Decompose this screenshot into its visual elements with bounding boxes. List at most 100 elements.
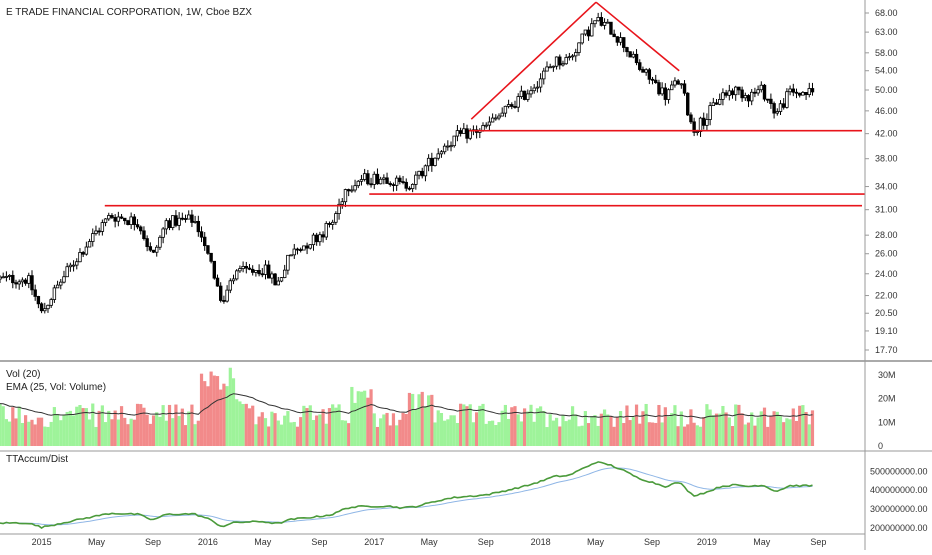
volume-bar (522, 408, 527, 446)
trend-line (470, 1, 597, 120)
volume-bar (55, 413, 60, 446)
candle-body (17, 281, 21, 285)
candle-body (129, 216, 133, 225)
candle-body (123, 217, 127, 222)
volume-tick-label: 10M (878, 417, 896, 427)
volume-bar (219, 389, 223, 446)
candle-body (426, 157, 431, 167)
volume-bar (46, 426, 50, 446)
candle-body (235, 270, 239, 280)
volume-bar (542, 410, 546, 446)
candle-body (340, 201, 344, 205)
volume-bar (452, 415, 456, 446)
price-tick-label: 63.00 (875, 27, 898, 37)
volume-bar (612, 426, 616, 446)
volume-bar (654, 422, 658, 446)
candle-body (740, 89, 744, 99)
volume-bar (27, 421, 31, 446)
volume-bar (260, 412, 264, 446)
price-pane[interactable] (0, 12, 815, 314)
volume-bar (315, 415, 319, 446)
candle-body (446, 145, 450, 148)
volume-bar (634, 404, 639, 446)
ema-label: EMA (25, Vol: Volume) (6, 382, 106, 393)
candle-body (394, 177, 399, 186)
candle-body (289, 254, 293, 257)
volume-bar (459, 403, 463, 446)
volume-bar (209, 371, 213, 446)
candle-body (609, 21, 613, 35)
candle-body (145, 238, 149, 247)
x-tick-label: 2018 (531, 537, 551, 547)
volume-bar (644, 403, 648, 446)
candle-body (30, 275, 34, 291)
candle-body (266, 264, 271, 279)
volume-bar (702, 417, 706, 446)
candle-body (193, 220, 197, 223)
candle-body (676, 80, 680, 85)
x-tick-label: 2017 (364, 537, 384, 547)
volume-bar (379, 418, 383, 446)
volume-bar (462, 404, 466, 446)
candle-body (698, 117, 703, 132)
candle-body (558, 56, 562, 66)
volume-bar (395, 425, 399, 446)
volume-pane[interactable] (0, 367, 815, 446)
volume-bar (158, 416, 162, 446)
candle-body (359, 179, 364, 182)
candle-body (430, 157, 434, 166)
volume-bar (686, 424, 690, 446)
x-tick-label: Sep (810, 537, 826, 547)
volume-bar (791, 408, 795, 446)
candle-body (46, 304, 50, 310)
candle-body (36, 296, 41, 305)
volume-bar (580, 425, 584, 446)
volume-bar (436, 410, 440, 446)
candle-body (724, 92, 728, 96)
volume-bar (206, 386, 210, 446)
volume-bar (343, 420, 348, 446)
candle-body (78, 252, 82, 263)
volume-bar (609, 415, 613, 446)
candle-body (244, 266, 249, 269)
candle-body (532, 87, 536, 92)
candle-body (97, 230, 101, 233)
candle-body (151, 249, 156, 253)
volume-bar (199, 373, 204, 446)
volume-bar (308, 405, 312, 446)
candle-body (148, 246, 153, 251)
candle-body (788, 88, 792, 93)
volume-bar (439, 413, 444, 446)
candle-body (772, 103, 776, 114)
volume-bar (714, 413, 719, 446)
volume-bar (638, 423, 642, 446)
volume-bar (558, 426, 562, 446)
volume-bar (507, 418, 511, 446)
volume-bar (737, 404, 741, 446)
candle-body (337, 203, 341, 215)
candle-body (567, 56, 572, 59)
candle-body (660, 87, 664, 95)
candle-body (59, 281, 63, 286)
candle-body (420, 170, 424, 177)
candle-body (634, 53, 639, 64)
volume-bar (20, 423, 24, 446)
candle-body (692, 121, 696, 133)
candle-body (321, 234, 325, 238)
candle-body (39, 303, 44, 312)
candle-body (346, 189, 351, 192)
accum-pane[interactable] (0, 461, 813, 529)
candle-body (142, 230, 146, 240)
candle-body (631, 53, 636, 58)
volume-bar (663, 407, 667, 446)
candle-body (765, 98, 770, 101)
candle-body (11, 274, 15, 284)
accum-tick-label: 200000000.00 (870, 523, 928, 533)
candle-body (670, 84, 674, 91)
volume-bar (497, 422, 501, 446)
candle-body (663, 87, 668, 100)
volume-bar (551, 420, 555, 446)
candle-body (718, 98, 722, 105)
candle-body (171, 215, 175, 228)
volume-bar (363, 390, 367, 446)
